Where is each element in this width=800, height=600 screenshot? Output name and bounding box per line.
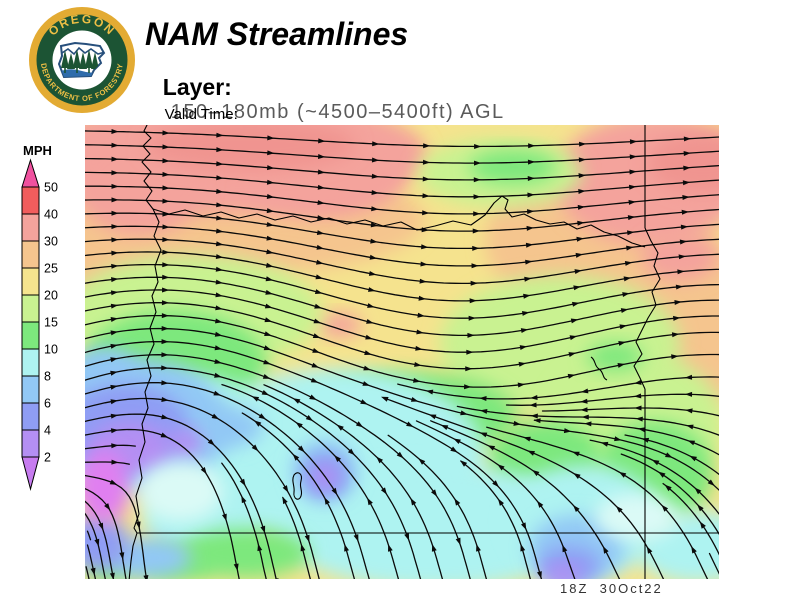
- map-timestamp: 18Z 30Oct22: [560, 581, 663, 596]
- legend-title: MPH: [23, 143, 52, 158]
- svg-text:20: 20: [44, 289, 58, 303]
- svg-text:8: 8: [44, 370, 51, 384]
- svg-text:4: 4: [44, 424, 51, 438]
- svg-text:40: 40: [44, 208, 58, 222]
- svg-text:50: 50: [44, 181, 58, 195]
- svg-text:6: 6: [44, 397, 51, 411]
- svg-text:25: 25: [44, 262, 58, 276]
- odf-logo-icon: OREGON DEPARTMENT OF FORESTRY: [29, 7, 135, 113]
- svg-text:30: 30: [44, 235, 58, 249]
- layer-value: 150–180mb (~4500–5400ft) AGL: [170, 101, 505, 123]
- page-title: NAM Streamlines: [145, 16, 409, 52]
- logo-state-art-icon: [57, 41, 106, 79]
- layer-line: Layer: 150–180mb (~4500–5400ft) AGL: [145, 56, 505, 142]
- wind-speed-legend-colorbar: 50 40 30 25 20 15 10 8 6 4 2: [21, 158, 58, 491]
- svg-text:10: 10: [44, 343, 58, 357]
- streamline-map-canvas: [85, 125, 719, 579]
- valid-time-label: Valid Time:: [164, 106, 238, 123]
- svg-text:15: 15: [44, 316, 58, 330]
- svg-text:2: 2: [44, 451, 51, 465]
- layer-label: Layer:: [162, 74, 232, 100]
